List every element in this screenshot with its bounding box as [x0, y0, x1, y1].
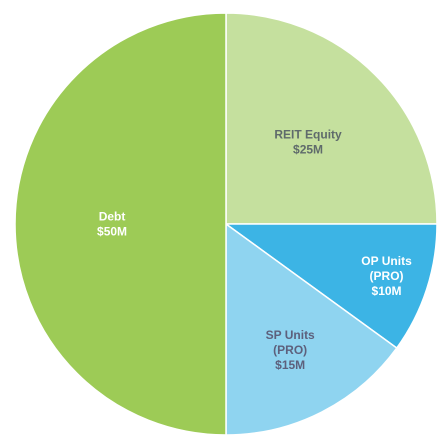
value-label: $15M: [275, 358, 305, 372]
slice-label: OP Units (PRO): [361, 254, 412, 283]
slice-label-line: SP Units: [266, 328, 315, 342]
slice-label: Debt: [99, 210, 126, 224]
slice-label: REIT Equity: [274, 127, 342, 141]
pie-slice: [223, 223, 438, 350]
pie-slice: [225, 222, 398, 436]
slice-label-line: Debt: [99, 210, 126, 224]
slice-label-line: (PRO): [370, 269, 404, 283]
slice-label: SP Units (PRO): [266, 328, 315, 357]
pie-slice: [225, 12, 438, 225]
value-label: $25M: [293, 142, 323, 156]
value-label: $10M: [372, 284, 402, 298]
slice-label-line: OP Units: [361, 254, 412, 268]
pie-slice: [14, 12, 227, 436]
slice-label-line: (PRO): [273, 343, 307, 357]
value-label: $50M: [97, 225, 127, 239]
slice-label-line: REIT Equity: [274, 127, 342, 141]
